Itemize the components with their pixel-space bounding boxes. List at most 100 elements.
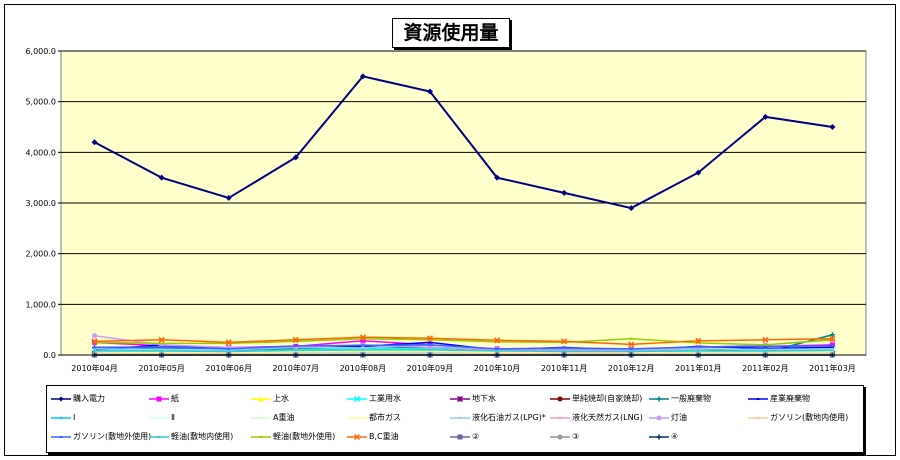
data-point [695, 337, 702, 344]
legend-marker [58, 396, 64, 402]
x-tick-label: 2011年01月 [675, 363, 722, 373]
legend-swatch [251, 436, 271, 438]
legend-marker [353, 395, 361, 403]
legend-marker [656, 396, 662, 402]
y-tick-label: 0.0 [43, 351, 56, 360]
legend-marker [157, 417, 161, 419]
data-point [829, 332, 835, 338]
y-tick-label: 4,000.0 [25, 148, 56, 157]
legend-label: ③ [572, 432, 580, 441]
series-15 [93, 352, 834, 355]
series-line [94, 349, 833, 353]
series-16 [93, 343, 834, 350]
legend-swatch [51, 396, 71, 402]
data-point [763, 348, 767, 351]
data-point [158, 174, 165, 181]
data-point [762, 113, 769, 120]
data-point [426, 335, 433, 342]
data-point [225, 339, 232, 346]
data-point [428, 338, 432, 341]
x-tick-label: 2010年11月 [541, 363, 588, 373]
data-point [561, 338, 568, 345]
legend-swatch [51, 436, 71, 438]
legend-marker [355, 417, 359, 419]
y-tick-label: 1,000.0 [25, 300, 56, 309]
data-point [91, 338, 98, 345]
data-point [93, 347, 97, 350]
legend-label: ② [472, 432, 480, 441]
legend-swatch [347, 417, 367, 419]
legend-label: 紙 [171, 394, 179, 403]
data-point [227, 347, 231, 350]
legend-marker [558, 417, 562, 419]
legend-label: 一般廃棄物 [671, 394, 711, 403]
legend-swatch [649, 415, 669, 421]
legend-label: 液化石油ガス(LPG)* [472, 413, 546, 422]
legend-label: 軽油(敷地外使用) [273, 432, 336, 441]
data-point [361, 349, 365, 352]
legend-marker [458, 417, 462, 419]
legend-label: 工業用水 [369, 394, 401, 403]
data-point [495, 340, 499, 343]
data-point [93, 349, 97, 352]
data-point [92, 333, 98, 339]
legend-marker [557, 434, 563, 440]
legend-label: ガソリン(敷地内使用) [770, 413, 849, 422]
data-point [762, 336, 769, 343]
data-point [93, 348, 97, 351]
series-line [94, 75, 833, 210]
x-tick-label: 2010年06月 [205, 363, 252, 373]
data-point [495, 347, 499, 350]
x-tick-label: 2010年09月 [407, 363, 454, 373]
data-point [829, 342, 835, 348]
x-tick-label: 2011年03月 [809, 363, 856, 373]
legend-swatch [649, 434, 669, 440]
series-line [94, 344, 833, 350]
legend-label: 上水 [273, 394, 289, 403]
legend-label: 灯油 [671, 413, 687, 422]
data-point [160, 350, 164, 353]
data-point [494, 337, 501, 344]
legend-marker [59, 436, 63, 438]
data-point [428, 343, 432, 346]
legend-label: 購入電力 [73, 394, 105, 403]
legend-marker [157, 436, 161, 438]
data-point [360, 338, 366, 344]
data-point [628, 205, 635, 212]
x-tick-label: 2010年12月 [608, 363, 655, 373]
legend-swatch [450, 417, 470, 419]
legend-swatch [347, 395, 367, 403]
data-point [292, 336, 299, 343]
data-point [628, 341, 635, 348]
legend-swatch [748, 417, 768, 419]
data-point [494, 174, 501, 181]
series-19 [91, 334, 836, 348]
legend-label: 液化天然ガス(LNG) [572, 413, 643, 422]
legend-label: 軽油(敷地内使用) [171, 432, 234, 441]
x-tick-label: 2010年07月 [273, 363, 320, 373]
series-line [94, 336, 833, 346]
data-point [294, 340, 298, 343]
legend-label: Ⅱ [171, 413, 175, 422]
series-0 [91, 73, 836, 212]
y-tick-label: 5,000.0 [25, 98, 56, 107]
data-point [629, 347, 633, 350]
x-tick-label: 2010年10月 [474, 363, 521, 373]
data-point [361, 348, 365, 351]
data-point [428, 349, 432, 352]
data-point [829, 335, 836, 342]
data-point [629, 350, 633, 353]
data-point [763, 349, 767, 352]
data-point [160, 348, 164, 351]
data-point [426, 88, 433, 95]
chart-title: 資源使用量 [392, 18, 510, 48]
legend-swatch [450, 395, 470, 403]
legend-swatch [550, 417, 570, 419]
data-point [763, 347, 767, 350]
data-point [830, 349, 834, 352]
data-point [359, 73, 366, 80]
data-point [361, 344, 365, 347]
data-point [93, 346, 97, 349]
legend-label: 産業廃棄物 [770, 394, 810, 403]
legend-marker [353, 433, 361, 441]
